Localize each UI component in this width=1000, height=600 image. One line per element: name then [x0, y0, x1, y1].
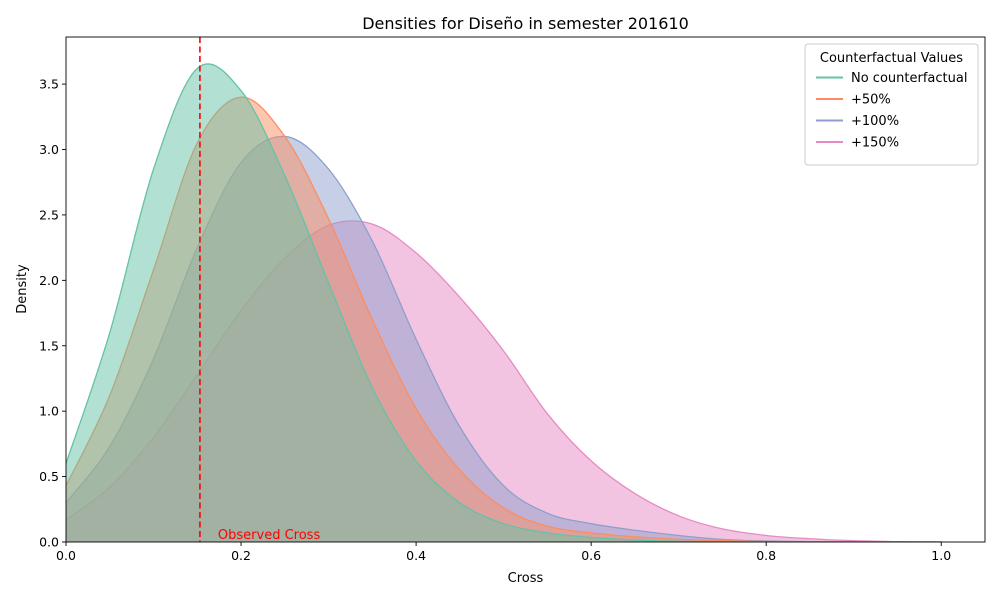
y-axis-title: Density	[15, 264, 30, 314]
x-tick-label: 1.0	[931, 548, 951, 563]
y-tick-label: 3.5	[39, 77, 59, 92]
y-tick-label: 1.0	[39, 404, 59, 419]
axes: 0.0 0.2 0.4 0.6 0.8 1.0 0.0 0.5 1.0 1.5 2.0 2.5 3.0 3…	[39, 36, 986, 563]
legend-label-150: +150%	[851, 136, 899, 151]
observed-cross-label: Observed Cross	[218, 528, 321, 543]
legend-label-50: +50%	[851, 93, 891, 108]
y-tick-label: 2.0	[39, 273, 59, 288]
x-tick-label: 0.0	[56, 548, 76, 563]
x-axis-title: Cross	[508, 571, 544, 586]
legend-label-100: +100%	[851, 114, 899, 129]
x-tick-label: 0.2	[231, 548, 251, 563]
legend-title: Counterfactual Values	[820, 51, 963, 66]
y-tick-label: 0.5	[39, 469, 59, 484]
x-tick-label: 0.4	[406, 548, 426, 563]
chart-title: Densities for Diseño in semester 201610	[362, 14, 689, 33]
legend: Counterfactual Values No counterfactual +5…	[804, 43, 979, 166]
y-tick-label: 0.0	[39, 535, 59, 550]
y-tick-label: 3.0	[39, 142, 59, 157]
area-no-counterfactual	[66, 63, 942, 542]
y-tick-label: 2.5	[39, 207, 59, 222]
line-no-counterfactual	[66, 63, 942, 542]
x-tick-label: 0.6	[581, 548, 601, 563]
y-tick-label: 1.5	[39, 338, 59, 353]
plot-area: Observed Cross	[66, 37, 942, 543]
legend-label-no-counterfactual: No counterfactual	[851, 71, 967, 86]
legend-box	[804, 43, 979, 166]
axes-frame	[65, 36, 986, 543]
x-tick-label: 0.8	[756, 548, 776, 563]
series-group	[66, 63, 942, 542]
